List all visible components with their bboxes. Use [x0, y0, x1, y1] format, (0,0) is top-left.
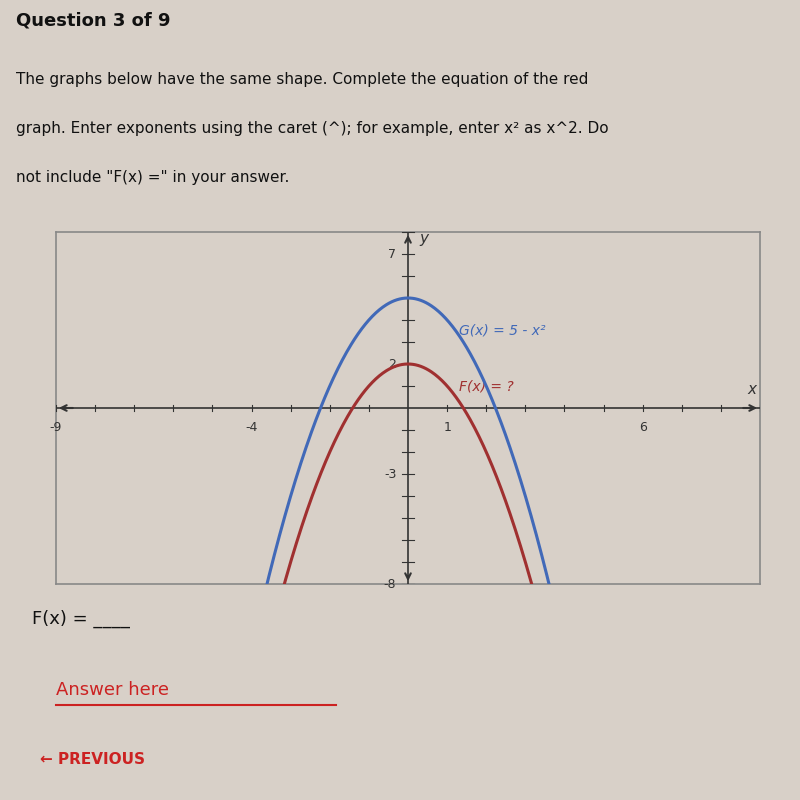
- Text: -8: -8: [384, 578, 396, 590]
- Text: 7: 7: [388, 247, 396, 261]
- Text: 1: 1: [443, 421, 451, 434]
- Text: -9: -9: [50, 421, 62, 434]
- Text: y: y: [420, 231, 429, 246]
- Text: graph. Enter exponents using the caret (^); for example, enter x² as x^2. Do: graph. Enter exponents using the caret (…: [16, 121, 609, 136]
- Text: The graphs below have the same shape. Complete the equation of the red: The graphs below have the same shape. Co…: [16, 72, 588, 86]
- Text: -4: -4: [246, 421, 258, 434]
- Text: 6: 6: [638, 421, 646, 434]
- Text: Question 3 of 9: Question 3 of 9: [16, 11, 170, 30]
- Text: x: x: [748, 382, 757, 397]
- Text: F(x) = ____: F(x) = ____: [32, 610, 130, 628]
- Text: -3: -3: [384, 467, 396, 481]
- Text: Answer here: Answer here: [56, 681, 169, 699]
- Text: G(x) = 5 - x²: G(x) = 5 - x²: [459, 324, 546, 338]
- Text: ← PREVIOUS: ← PREVIOUS: [40, 753, 145, 767]
- Text: not include "F(x) =" in your answer.: not include "F(x) =" in your answer.: [16, 170, 290, 186]
- Text: F(x) = ?: F(x) = ?: [459, 379, 514, 393]
- Text: 2: 2: [388, 358, 396, 370]
